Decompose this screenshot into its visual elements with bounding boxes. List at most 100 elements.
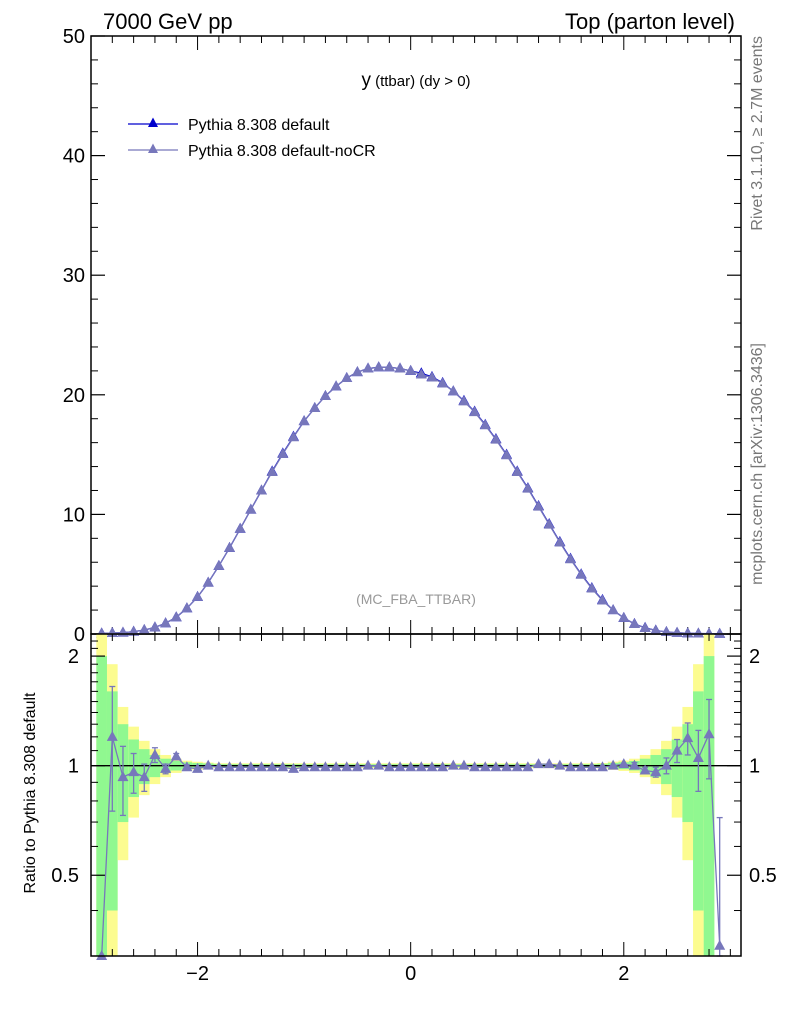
ratio-data-point-nocr bbox=[437, 761, 449, 772]
ratio-data-point-nocr bbox=[277, 761, 289, 772]
x-tick-label: 0 bbox=[405, 963, 416, 985]
y-tick-label: 20 bbox=[63, 385, 85, 407]
main-plot-panel: 0 10 20 30 40 50 y (ttbar) (dy > 0) (MC_FBA_T… bbox=[63, 26, 742, 646]
data-point-nocr bbox=[149, 621, 161, 632]
data-point-nocr bbox=[213, 559, 225, 570]
ratio-y-tick-label: 0.5 bbox=[51, 865, 79, 887]
ratio-data-point-nocr bbox=[596, 761, 608, 772]
data-point-nocr bbox=[160, 617, 172, 628]
ratio-data-point-nocr bbox=[501, 761, 513, 772]
ratio-data-point-nocr bbox=[234, 761, 246, 772]
data-point-nocr bbox=[202, 576, 214, 587]
ratio-ylabel: Ratio to Pythia 8.308 default bbox=[22, 692, 39, 894]
ratio-plot-frame bbox=[90, 633, 742, 957]
plot-title: y (ttbar) (dy > 0) bbox=[361, 70, 470, 91]
data-point-nocr bbox=[458, 395, 470, 406]
ratio-data-point-nocr bbox=[192, 762, 204, 773]
ratio-data-point-nocr bbox=[586, 761, 598, 772]
data-point-nocr bbox=[245, 503, 257, 514]
data-point-nocr bbox=[692, 627, 704, 638]
y-tick-label: 10 bbox=[63, 504, 85, 526]
data-point-nocr bbox=[714, 627, 726, 638]
x-tick-label: −2 bbox=[186, 963, 209, 985]
data-point-nocr bbox=[607, 604, 619, 615]
ratio-data-point-nocr bbox=[266, 761, 278, 772]
ratio-data-point-nocr bbox=[458, 759, 470, 770]
ratio-data-point-nocr bbox=[618, 758, 630, 769]
data-point-nocr bbox=[533, 500, 545, 511]
ratio-data-point-nocr bbox=[224, 761, 236, 772]
header-left: 7000 GeV pp bbox=[103, 9, 233, 34]
data-point-nocr bbox=[618, 611, 630, 622]
ratio-data-point-nocr bbox=[660, 759, 672, 770]
data-point-nocr bbox=[373, 361, 385, 372]
data-point-nocr bbox=[341, 372, 353, 383]
data-point-nocr bbox=[469, 406, 481, 417]
data-point-nocr bbox=[543, 518, 555, 529]
data-point-nocr bbox=[522, 482, 534, 493]
y-tick-label: 50 bbox=[63, 26, 85, 48]
ratio-data-point-nocr bbox=[309, 761, 321, 772]
ratio-data-point-nocr bbox=[565, 761, 577, 772]
ratio-data-point-nocr bbox=[181, 761, 193, 772]
rivet-text: Rivet 3.1.10, ≥ 2.7M events bbox=[749, 36, 766, 231]
ratio-data-point-nocr bbox=[362, 759, 374, 770]
data-point-nocr bbox=[405, 364, 417, 375]
ratio-data-point-nocr bbox=[383, 761, 395, 772]
data-point-nocr bbox=[383, 361, 395, 372]
ratio-data-point-nocr bbox=[213, 761, 225, 772]
legend-label-nocr: Pythia 8.308 default-noCR bbox=[188, 143, 376, 160]
data-point-nocr bbox=[128, 625, 140, 636]
data-point-nocr bbox=[287, 431, 299, 442]
ratio-data-point-nocr bbox=[714, 939, 726, 950]
uncertainty-band-inner bbox=[96, 656, 107, 956]
ratio-data-point-nocr bbox=[128, 766, 140, 777]
data-point-nocr bbox=[501, 449, 513, 460]
data-point-nocr bbox=[596, 594, 608, 605]
ratio-data-point-nocr bbox=[160, 762, 172, 773]
data-point-nocr bbox=[511, 465, 523, 476]
ratio-plot-panel: 0.5 0.5 1 1 2 2 −2 0 2 Ratio to Pythia 8.308 def… bbox=[22, 633, 777, 985]
data-point-nocr bbox=[117, 626, 129, 637]
data-point-nocr bbox=[319, 389, 331, 400]
ratio-data-point-nocr bbox=[106, 730, 118, 741]
data-point-nocr bbox=[554, 536, 566, 547]
ratio-data-point-nocr bbox=[671, 744, 683, 755]
data-point-nocr bbox=[479, 419, 491, 430]
uncertainty-band-inner bbox=[671, 739, 683, 798]
legend: Pythia 8.308 default Pythia 8.308 defaul… bbox=[128, 117, 376, 160]
ratio-data-point-nocr bbox=[255, 761, 267, 772]
data-point-nocr bbox=[437, 377, 449, 388]
data-point-nocr bbox=[138, 623, 150, 634]
data-point-nocr bbox=[277, 448, 289, 459]
ratio-data-point-nocr bbox=[543, 758, 555, 769]
ratio-data-point-nocr bbox=[692, 751, 704, 762]
data-point-nocr bbox=[255, 484, 267, 495]
data-point-nocr bbox=[224, 541, 236, 552]
data-point-nocr bbox=[575, 568, 587, 579]
ratio-data-point-nocr bbox=[394, 761, 406, 772]
ratio-data-point-nocr bbox=[682, 732, 694, 743]
data-point-nocr bbox=[351, 366, 363, 377]
ratio-data-point-nocr bbox=[426, 761, 438, 772]
main-axis-ticks: 0 10 20 30 40 50 bbox=[63, 26, 741, 646]
analysis-watermark: (MC_FBA_TTBAR) bbox=[356, 591, 476, 607]
data-point-nocr bbox=[309, 401, 321, 412]
ratio-data-point-nocr bbox=[469, 761, 481, 772]
y-tick-label: 40 bbox=[63, 146, 85, 168]
data-point-nocr bbox=[490, 433, 502, 444]
ratio-data-point-nocr bbox=[703, 728, 715, 739]
data-point-nocr bbox=[426, 371, 438, 382]
data-point-nocr bbox=[362, 362, 374, 373]
mcplots-text: mcplots.cern.ch [arXiv:1306.3436] bbox=[749, 343, 766, 585]
x-tick-label: 2 bbox=[618, 963, 629, 985]
ratio-data-point-nocr bbox=[245, 761, 257, 772]
data-point-nocr bbox=[394, 362, 406, 373]
uncertainty-band-inner bbox=[682, 724, 694, 823]
ratio-data-point-nocr bbox=[319, 761, 331, 772]
data-point-nocr bbox=[447, 385, 459, 396]
data-point-nocr bbox=[170, 611, 182, 622]
data-point-nocr bbox=[682, 627, 694, 638]
data-point-nocr bbox=[565, 553, 577, 564]
data-point-nocr bbox=[415, 368, 427, 379]
